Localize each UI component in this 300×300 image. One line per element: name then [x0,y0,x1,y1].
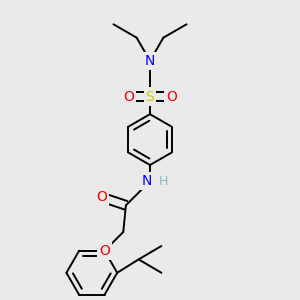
Text: N: N [145,54,155,68]
Text: O: O [96,190,107,204]
Text: H: H [159,175,168,188]
Text: S: S [146,89,154,103]
Text: O: O [99,244,110,258]
Text: O: O [123,89,134,103]
Text: O: O [166,89,177,103]
Text: N: N [142,174,152,188]
